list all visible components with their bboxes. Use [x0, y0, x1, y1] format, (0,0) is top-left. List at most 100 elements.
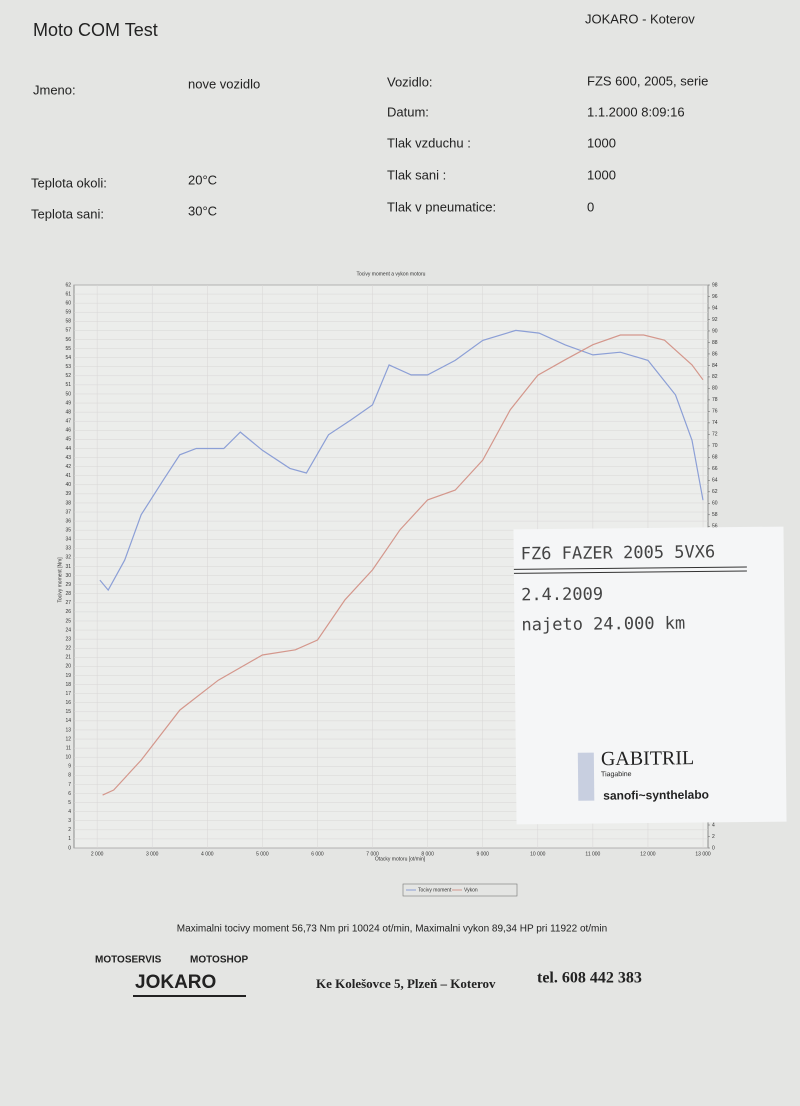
x-tick-label: 5 000	[256, 851, 269, 857]
x-tick-label: 6 000	[311, 851, 324, 857]
note-underline	[513, 570, 747, 574]
field-value: nove vozidlo	[188, 76, 260, 91]
logo-mark	[577, 752, 595, 801]
y-tick-label: 2	[68, 827, 71, 833]
y2-tick-label: 66	[712, 466, 718, 472]
y2-tick-label: 72	[712, 432, 718, 438]
y-tick-label: 44	[65, 446, 71, 452]
brand: GABITRIL	[601, 747, 695, 770]
y-tick-label: 59	[65, 310, 71, 316]
field-value: 1.1.2000 8:09:16	[587, 104, 685, 119]
shop: MOTOSHOP	[190, 955, 248, 966]
title: Moto COM Test	[33, 20, 158, 40]
y-tick-label: 6	[68, 791, 71, 797]
phone: tel. 608 442 383	[537, 970, 642, 987]
y-tick-label: 49	[65, 400, 71, 406]
y2-tick-label: 60	[712, 501, 718, 507]
y-tick-label: 12	[65, 736, 71, 742]
y2-tick-label: 58	[712, 512, 718, 518]
note-line: 2.4.2009	[521, 584, 603, 605]
y-tick-label: 22	[65, 646, 71, 652]
x-tick-label: 7 000	[366, 851, 379, 857]
y-tick-label: 46	[65, 428, 71, 434]
y-tick-label: 13	[65, 727, 71, 733]
y-tick-label: 37	[65, 509, 71, 515]
y-tick-label: 41	[65, 473, 71, 479]
y2-tick-label: 82	[712, 374, 718, 380]
y-tick-label: 47	[65, 419, 71, 425]
y-tick-label: 24	[65, 627, 71, 633]
y2-tick-label: 80	[712, 386, 718, 392]
field-value: 1000	[587, 135, 616, 150]
field-label: Jmeno:	[33, 82, 76, 97]
y-tick-label: 54	[65, 355, 71, 361]
y-tick-label: 55	[65, 346, 71, 352]
y-tick-label: 33	[65, 546, 71, 552]
y2-tick-label: 96	[712, 294, 718, 300]
y2-tick-label: 4	[712, 822, 715, 828]
y-tick-label: 53	[65, 364, 71, 370]
summary: Maximalni tocivy moment 56,73 Nm pri 100…	[177, 924, 607, 935]
field-label: Tlak vzduchu :	[387, 135, 471, 150]
x-tick-label: 8 000	[421, 851, 434, 857]
y-tick-label: 35	[65, 528, 71, 534]
y-tick-label: 3	[68, 818, 71, 824]
y2-tick-label: 0	[712, 845, 715, 851]
y-tick-label: 0	[68, 845, 71, 851]
y-tick-label: 51	[65, 382, 71, 388]
y-tick-label: 36	[65, 518, 71, 524]
y-tick-label: 58	[65, 319, 71, 325]
y-tick-label: 45	[65, 437, 71, 443]
y-tick-label: 34	[65, 537, 71, 543]
chart-title: Tocivy moment a vykon motoru	[357, 271, 426, 277]
field-value: FZS 600, 2005, serie	[587, 73, 708, 88]
y-tick-label: 19	[65, 673, 71, 679]
field-label: Datum:	[387, 104, 429, 119]
y-tick-label: 25	[65, 618, 71, 624]
y2-tick-label: 86	[712, 351, 718, 357]
y2-tick-label: 78	[712, 397, 718, 403]
x-tick-label: 2 000	[91, 851, 104, 857]
x-tick-label: 10 000	[530, 851, 546, 857]
y-tick-label: 57	[65, 328, 71, 334]
x-tick-label: 4 000	[201, 851, 214, 857]
y-tick-label: 31	[65, 564, 71, 570]
x-tick-label: 13 000	[695, 851, 711, 857]
y-tick-label: 15	[65, 709, 71, 715]
y2-tick-label: 98	[712, 282, 718, 288]
field-value: 30°C	[188, 203, 217, 218]
legend-label: Vykon	[464, 887, 478, 893]
y-tick-label: 29	[65, 582, 71, 588]
legend	[402, 883, 518, 897]
y-tick-label: 27	[65, 600, 71, 606]
field-value: 0	[587, 199, 594, 214]
y-tick-label: 10	[65, 755, 71, 761]
y-tick-label: 17	[65, 691, 71, 697]
y-tick-label: 32	[65, 555, 71, 561]
x-tick-label: 11 000	[585, 851, 600, 857]
y-tick-label: 11	[66, 745, 71, 751]
x-tick-label: 12 000	[640, 851, 656, 857]
note-line: najeto 24.000 km	[521, 614, 685, 636]
y2-tick-label: 68	[712, 455, 718, 461]
field-label: Teplota okoli:	[31, 175, 107, 190]
y2-tick-label: 84	[712, 363, 718, 369]
field-label: Tlak v pneumatice:	[387, 199, 496, 214]
y-tick-label: 52	[65, 373, 71, 379]
service: MOTOSERVIS	[95, 955, 162, 966]
y-tick-label: 28	[65, 591, 71, 597]
y-tick-label: 8	[68, 773, 71, 779]
field-value: 1000	[587, 167, 616, 182]
y-tick-label: 7	[68, 782, 71, 788]
y2-tick-label: 92	[712, 317, 718, 323]
y-tick-label: 62	[65, 282, 71, 288]
y-tick-label: 4	[68, 809, 71, 815]
company: JOKARO - Koterov	[585, 11, 695, 26]
y-tick-label: 50	[65, 391, 71, 397]
company-name: JOKARO	[135, 972, 216, 993]
series-line	[99, 329, 704, 592]
y-tick-label: 18	[65, 682, 71, 688]
y-tick-label: 1	[68, 836, 71, 842]
y-tick-label: 30	[65, 573, 71, 579]
